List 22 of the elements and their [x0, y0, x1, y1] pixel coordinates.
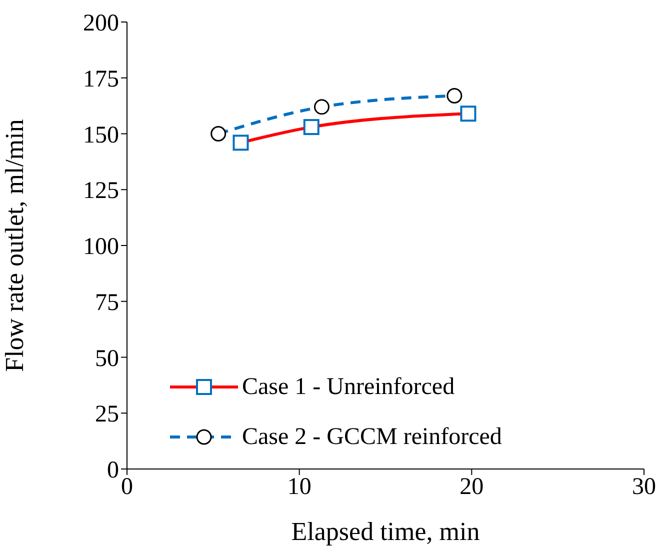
y-tick-label: 150 — [83, 122, 119, 148]
y-tick-label: 100 — [83, 234, 119, 260]
x-tick-label: 20 — [460, 474, 484, 500]
point — [210, 126, 226, 142]
point — [446, 88, 462, 104]
y-tick-label: 200 — [83, 10, 119, 37]
legend-label: Case 2 - GCCM reinforced — [242, 424, 502, 450]
y-axis-title: Flow rate outlet, ml/min — [0, 119, 30, 372]
point — [314, 99, 330, 115]
legend-label: Case 1 - Unreinforced — [242, 374, 455, 400]
y-tick-label: 0 — [107, 458, 119, 484]
y-tick-label: 175 — [83, 66, 119, 92]
point — [303, 119, 320, 136]
y-tick-label: 125 — [83, 178, 119, 204]
point — [232, 134, 249, 151]
y-tick-label: 75 — [95, 290, 119, 316]
y-tick-label: 25 — [95, 402, 119, 428]
x-tick-label: 30 — [632, 474, 656, 500]
x-tick-label: 10 — [287, 474, 312, 500]
point — [460, 106, 476, 122]
x-axis-title: Elapsed time, min — [291, 517, 480, 546]
y-tick-label: 50 — [95, 346, 119, 372]
